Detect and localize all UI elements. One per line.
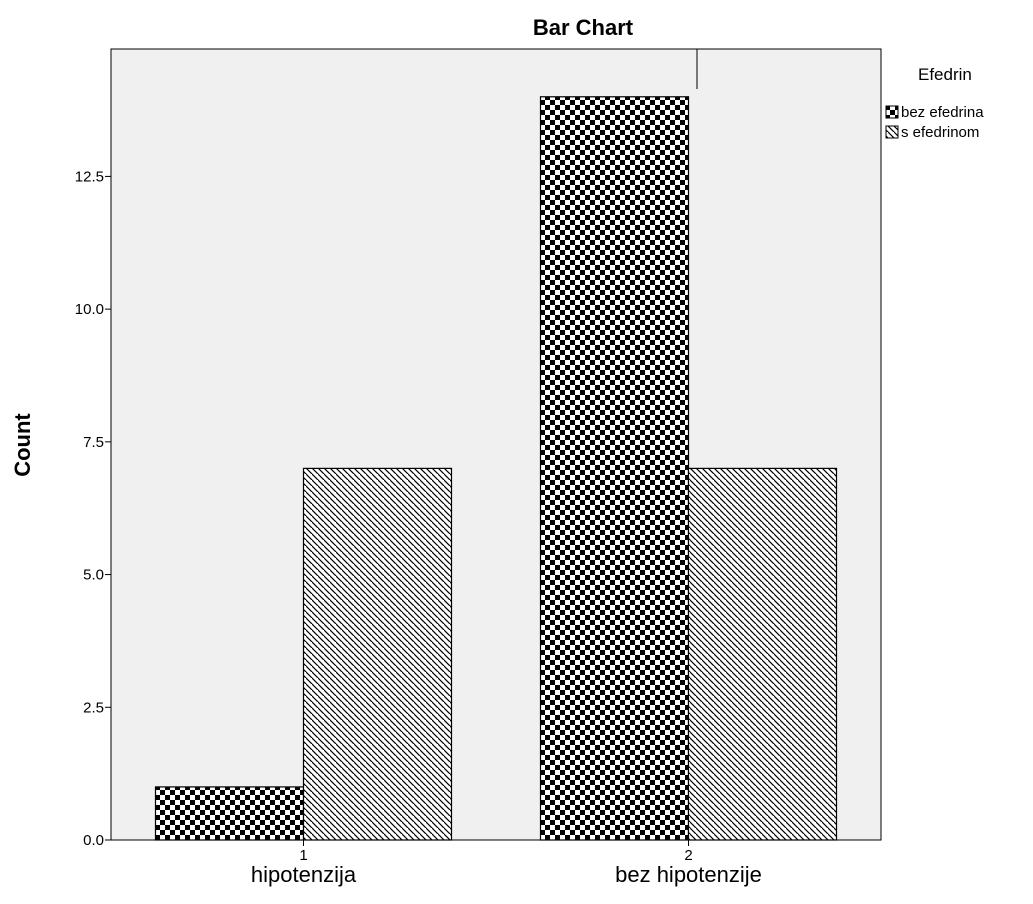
bar-bez-efedrina-2 — [539, 96, 690, 841]
y-axis: 0.0 2.5 5.0 7.5 10.0 12.5 — [75, 168, 111, 849]
legend-swatch-bez-efedrina — [885, 105, 899, 119]
x-category-code: 1 — [299, 847, 307, 864]
y-tick-label: 2.5 — [83, 699, 104, 716]
legend-label-s-efedrinom: s efedrinom — [901, 124, 979, 141]
y-tick-label: 12.5 — [75, 168, 104, 185]
x-category-label: hipotenzija — [251, 862, 357, 887]
y-tick-label: 0.0 — [83, 832, 104, 849]
legend-label-bez-efedrina: bez efedrina — [901, 104, 984, 121]
bar-s-efedrinom-2 — [687, 467, 838, 841]
y-tick-label: 5.0 — [83, 567, 104, 584]
bars-layer — [154, 96, 838, 841]
x-category-code: 2 — [684, 847, 692, 864]
legend-title: Efedrin — [918, 65, 972, 84]
y-tick-label: 10.0 — [75, 301, 104, 318]
legend-swatch-s-efedrinom — [885, 125, 899, 139]
y-tick-label: 7.5 — [83, 434, 104, 451]
bar-s-efedrinom-1 — [302, 467, 453, 841]
x-category-label: bez hipotenzije — [615, 862, 762, 887]
chart-title: Bar Chart — [533, 15, 634, 40]
legend: Efedrin bez efedrina s efedrinom — [885, 65, 984, 141]
y-axis-label: Count — [10, 413, 35, 477]
bar-bez-efedrina-1 — [154, 786, 305, 841]
